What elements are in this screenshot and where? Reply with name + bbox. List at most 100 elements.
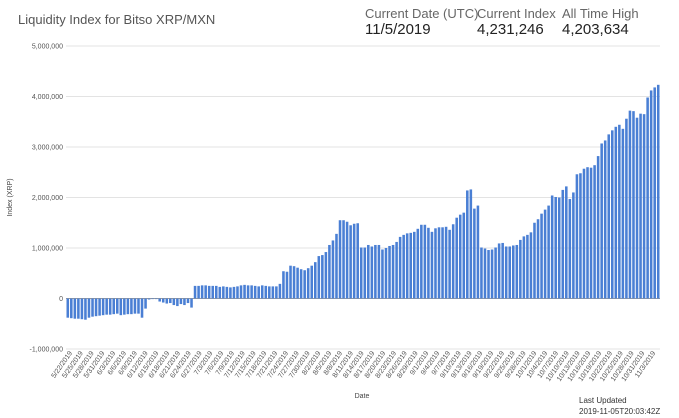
bar bbox=[73, 298, 77, 319]
bar bbox=[112, 298, 116, 315]
bar bbox=[200, 285, 204, 299]
bar bbox=[126, 298, 130, 315]
bar bbox=[448, 229, 451, 299]
bar bbox=[568, 199, 572, 299]
bar bbox=[391, 244, 395, 299]
bar bbox=[363, 247, 367, 299]
bar bbox=[649, 90, 653, 299]
bar bbox=[533, 222, 536, 299]
current-date-label: Current Date (UTC) bbox=[365, 6, 479, 21]
bar bbox=[490, 249, 494, 299]
bar bbox=[653, 87, 656, 299]
bar bbox=[154, 298, 158, 300]
bar bbox=[646, 97, 649, 299]
y-tick-label: 1,000,000 bbox=[32, 246, 63, 253]
bar bbox=[282, 271, 285, 299]
bar bbox=[169, 298, 172, 304]
bar-series bbox=[66, 84, 660, 320]
bar bbox=[119, 298, 123, 316]
bar bbox=[296, 267, 299, 299]
bar bbox=[243, 284, 246, 299]
bar bbox=[557, 197, 561, 299]
bar bbox=[186, 298, 190, 304]
bar bbox=[586, 167, 589, 299]
bar bbox=[377, 244, 381, 299]
bar bbox=[176, 298, 179, 307]
bar bbox=[423, 224, 427, 299]
bar bbox=[370, 246, 374, 299]
bar bbox=[384, 248, 388, 299]
bar bbox=[536, 219, 540, 299]
bar bbox=[264, 285, 268, 299]
y-axis-title: Index (XRP) bbox=[7, 178, 14, 216]
bar bbox=[480, 247, 483, 299]
y-tick-label: 3,000,000 bbox=[32, 145, 63, 152]
bar bbox=[427, 227, 430, 299]
bar bbox=[593, 165, 596, 299]
bar bbox=[271, 286, 275, 299]
bar bbox=[512, 245, 515, 299]
bar bbox=[165, 298, 169, 304]
last-updated-label: Last Updated bbox=[579, 396, 627, 405]
bar bbox=[324, 252, 328, 299]
bar bbox=[642, 114, 646, 299]
bar bbox=[215, 285, 218, 299]
bar bbox=[473, 208, 476, 299]
bar bbox=[338, 220, 342, 299]
bar bbox=[66, 298, 70, 318]
bar bbox=[476, 205, 480, 299]
bar bbox=[260, 285, 264, 299]
bar bbox=[275, 286, 278, 299]
bar bbox=[572, 192, 575, 299]
bar bbox=[144, 298, 147, 309]
bar bbox=[147, 298, 151, 300]
bar bbox=[388, 245, 391, 299]
grid-lines bbox=[66, 45, 660, 350]
x-axis-title: Date bbox=[355, 393, 370, 400]
x-axis-ticks: 5/22/20195/25/20195/28/20195/31/20196/3/… bbox=[51, 350, 658, 383]
bar bbox=[317, 256, 321, 299]
current-index-label: Current Index bbox=[477, 6, 556, 21]
bar bbox=[508, 246, 512, 299]
all-time-high-label: All Time High bbox=[562, 6, 639, 21]
bar bbox=[611, 130, 614, 299]
bar bbox=[306, 268, 310, 299]
bar bbox=[80, 298, 84, 320]
bar bbox=[91, 298, 94, 317]
all-time-high-value: 4,203,634 bbox=[562, 21, 629, 38]
bar bbox=[416, 228, 420, 299]
bar bbox=[183, 298, 186, 306]
bar bbox=[232, 286, 236, 299]
bar bbox=[130, 298, 133, 315]
bar bbox=[444, 226, 448, 299]
bar bbox=[218, 286, 222, 299]
bar bbox=[632, 111, 635, 299]
bar bbox=[656, 84, 660, 299]
bar bbox=[123, 298, 126, 315]
bar bbox=[635, 117, 639, 299]
bar bbox=[469, 189, 473, 299]
bar bbox=[420, 224, 423, 299]
current-date-stat: Current Date (UTC) 11/5/2019 bbox=[365, 6, 478, 38]
bar bbox=[526, 234, 529, 299]
bar bbox=[356, 223, 359, 299]
bar bbox=[246, 285, 250, 299]
bar bbox=[618, 124, 621, 299]
bar bbox=[579, 173, 582, 299]
bar bbox=[575, 174, 579, 299]
bar bbox=[151, 298, 154, 300]
bar bbox=[565, 186, 568, 299]
bar bbox=[395, 241, 398, 299]
bar bbox=[466, 190, 469, 299]
bar bbox=[328, 244, 331, 299]
bar bbox=[101, 298, 105, 316]
bar bbox=[289, 265, 292, 299]
bar bbox=[84, 298, 87, 320]
bar bbox=[225, 286, 229, 299]
bar bbox=[94, 298, 98, 317]
bar bbox=[494, 247, 497, 299]
bar bbox=[434, 228, 437, 299]
bar bbox=[137, 298, 140, 314]
bar bbox=[140, 298, 144, 318]
bar bbox=[278, 283, 282, 299]
